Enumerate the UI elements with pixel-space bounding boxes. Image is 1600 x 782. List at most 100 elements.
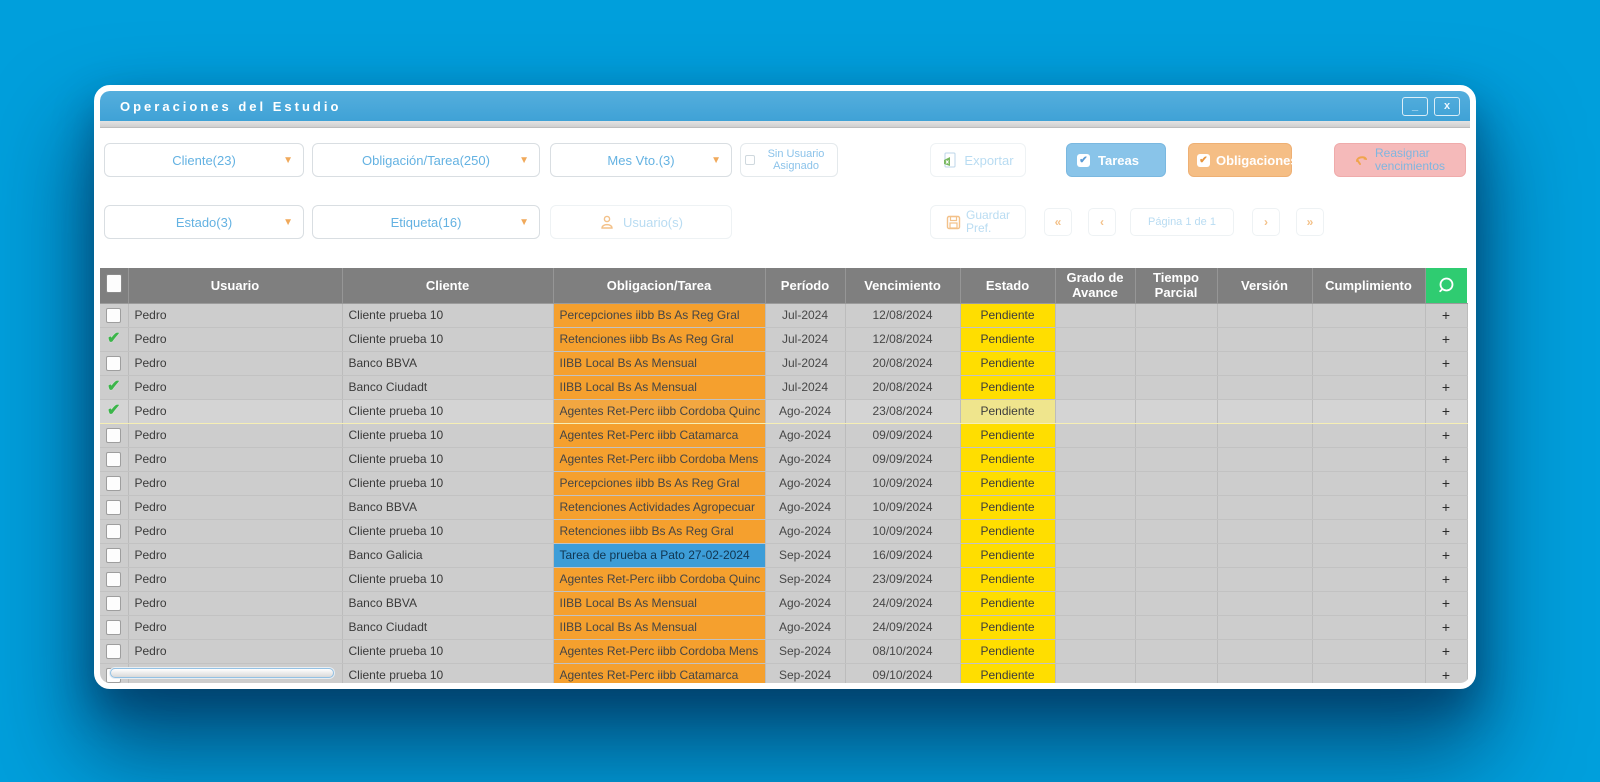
cell-tiempo-parcial (1135, 351, 1218, 376)
expand-row-button[interactable]: + (1425, 639, 1468, 664)
header-comments-column[interactable] (1425, 268, 1467, 304)
guardar-pref-button[interactable]: Guardar Pref. (930, 205, 1026, 239)
expand-row-button[interactable]: + (1425, 423, 1468, 448)
last-page-button[interactable]: » (1296, 208, 1324, 236)
row-checkbox[interactable] (106, 451, 122, 467)
expand-row-button[interactable]: + (1425, 327, 1468, 352)
cell-periodo: Ago-2024 (765, 591, 846, 616)
row-checkbox[interactable] (106, 499, 122, 515)
close-button[interactable]: x (1434, 96, 1460, 116)
expand-row-button[interactable]: + (1425, 375, 1468, 400)
table-row[interactable]: ✔ Pedro Banco Ciudadt IIBB Local Bs As M… (100, 615, 1468, 640)
row-checkbox[interactable] (106, 307, 122, 323)
row-checked-icon[interactable]: ✔ (107, 330, 121, 347)
table-row[interactable]: ✔ Pedro Banco BBVA Retenciones Actividad… (100, 495, 1468, 520)
table-row[interactable]: ✔ Pedro Banco Galicia Tarea de prueba a … (100, 543, 1468, 568)
minimize-button[interactable]: _ (1402, 96, 1428, 116)
header-estado[interactable]: Estado (960, 268, 1056, 304)
row-checked-icon[interactable]: ✔ (107, 378, 121, 395)
cell-cliente: Cliente prueba 10 (342, 447, 554, 472)
header-version[interactable]: Versión (1217, 268, 1313, 304)
table-row[interactable]: ✔ Pedro Cliente prueba 10 Agentes Ret-Pe… (100, 447, 1468, 472)
cell-obligacion-tarea: Retenciones Actividades Agropecuar (553, 495, 766, 520)
table-row[interactable]: ✔ Pedro Banco BBVA IIBB Local Bs As Mens… (100, 591, 1468, 616)
cell-periodo: Ago-2024 (765, 423, 846, 448)
cell-estado: Pendiente (960, 375, 1056, 400)
obligaciones-toggle-button[interactable]: ✔ Obligaciones (1188, 143, 1298, 177)
row-checkbox[interactable] (106, 547, 122, 563)
header-cumplimiento[interactable]: Cumplimiento (1312, 268, 1426, 304)
cell-usuario: Pedro (128, 447, 343, 472)
cell-estado: Pendiente (960, 327, 1056, 352)
cell-version (1217, 303, 1313, 328)
titlebar[interactable]: Operaciones del Estudio _ x (100, 91, 1470, 121)
table-row[interactable]: ✔ Pedro Cliente prueba 10 Percepciones i… (100, 471, 1468, 496)
row-checkbox[interactable] (106, 427, 122, 443)
cell-grado-avance (1055, 303, 1136, 328)
sin-usuario-asignado-checkbox-button[interactable]: Sin Usuario Asignado (740, 143, 838, 177)
table-row[interactable]: ✔ Pedro Cliente prueba 10 Agentes Ret-Pe… (100, 567, 1468, 592)
cell-estado: Pendiente (960, 351, 1056, 376)
table-row[interactable]: ✔ Pedro Cliente prueba 10 Agentes Ret-Pe… (100, 423, 1468, 448)
usuarios-button[interactable]: Usuario(s) (550, 205, 732, 239)
row-checkbox[interactable] (106, 619, 122, 635)
cell-obligacion-tarea: IIBB Local Bs As Mensual (553, 351, 766, 376)
header-tiempo-parcial[interactable]: Tiempo Parcial (1135, 268, 1218, 304)
cell-grado-avance (1055, 663, 1136, 683)
cell-vencimiento: 23/09/2024 (845, 567, 961, 592)
select-all-checkbox[interactable] (105, 274, 122, 294)
cell-obligacion-tarea: Agentes Ret-Perc iibb Catamarca (553, 663, 766, 683)
table-row[interactable]: ✔ Pedro Cliente prueba 10 Agentes Ret-Pe… (100, 639, 1468, 664)
header-cliente[interactable]: Cliente (342, 268, 554, 304)
dropdown-mes-vto[interactable]: Mes Vto.(3) ▼ (550, 143, 732, 177)
expand-row-button[interactable]: + (1425, 447, 1468, 472)
row-checkbox[interactable] (106, 571, 122, 587)
row-checkbox[interactable] (106, 595, 122, 611)
row-checked-icon[interactable]: ✔ (107, 402, 121, 419)
tareas-toggle-button[interactable]: ✔ Tareas (1066, 143, 1166, 177)
header-grado-avance[interactable]: Grado de Avance (1055, 268, 1136, 304)
header-vencimiento[interactable]: Vencimiento (845, 268, 961, 304)
cell-version (1217, 543, 1313, 568)
expand-row-button[interactable]: + (1425, 495, 1468, 520)
dropdown-cliente[interactable]: Cliente(23) ▼ (104, 143, 304, 177)
header-periodo[interactable]: Período (765, 268, 846, 304)
expand-row-button[interactable]: + (1425, 471, 1468, 496)
expand-row-button[interactable]: + (1425, 303, 1468, 328)
row-checkbox[interactable] (106, 355, 122, 371)
table-row[interactable]: ✔ Pedro Cliente prueba 10 Retenciones ii… (100, 519, 1468, 544)
first-page-button[interactable]: « (1044, 208, 1072, 236)
header-obligacion[interactable]: Obligacion/Tarea (553, 268, 766, 304)
horizontal-scrollbar-thumb[interactable] (110, 668, 334, 678)
row-checkbox[interactable] (106, 643, 122, 659)
dropdown-etiqueta[interactable]: Etiqueta(16) ▼ (312, 205, 540, 239)
table-row[interactable]: ✔ Pedro Cliente prueba 10 Percepciones i… (100, 303, 1468, 328)
table-row[interactable]: ✔ Pedro Cliente prueba 10 Agentes Ret-Pe… (100, 398, 1468, 424)
expand-row-button[interactable]: + (1425, 615, 1468, 640)
results-table-container: Usuario Cliente Obligacion/Tarea Período… (100, 268, 1470, 683)
expand-row-button[interactable]: + (1425, 398, 1468, 424)
expand-row-button[interactable]: + (1425, 567, 1468, 592)
expand-row-button[interactable]: + (1425, 519, 1468, 544)
expand-row-button[interactable]: + (1425, 543, 1468, 568)
prev-page-button[interactable]: ‹ (1088, 208, 1116, 236)
reasignar-vencimientos-button[interactable]: Reasignar vencimientos (1334, 143, 1466, 177)
cell-tiempo-parcial (1135, 303, 1218, 328)
expand-row-button[interactable]: + (1425, 591, 1468, 616)
cell-version (1217, 495, 1313, 520)
cell-cliente: Cliente prueba 10 (342, 471, 554, 496)
row-checkbox[interactable] (106, 523, 122, 539)
next-page-button[interactable]: › (1252, 208, 1280, 236)
table-row[interactable]: ✔ Pedro Banco Ciudadt IIBB Local Bs As M… (100, 375, 1468, 400)
table-row[interactable]: ✔ Pedro Cliente prueba 10 Retenciones ii… (100, 327, 1468, 352)
expand-row-button[interactable]: + (1425, 663, 1468, 683)
table-row[interactable]: ✔ Pedro Banco BBVA IIBB Local Bs As Mens… (100, 351, 1468, 376)
header-usuario[interactable]: Usuario (128, 268, 343, 304)
dropdown-estado[interactable]: Estado(3) ▼ (104, 205, 304, 239)
row-checkbox[interactable] (106, 475, 122, 491)
expand-row-button[interactable]: + (1425, 351, 1468, 376)
exportar-button[interactable]: Exportar (930, 143, 1026, 177)
dropdown-obligacion-tarea[interactable]: Obligación/Tarea(250) ▼ (312, 143, 540, 177)
cell-checkbox: ✔ (100, 398, 129, 424)
cell-obligacion-tarea: IIBB Local Bs As Mensual (553, 591, 766, 616)
